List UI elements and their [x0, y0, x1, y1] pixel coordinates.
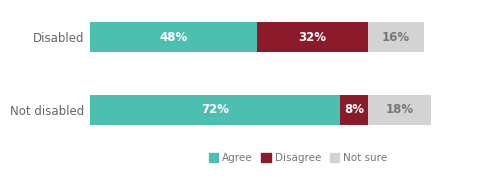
- Text: 32%: 32%: [298, 31, 326, 44]
- Text: 16%: 16%: [382, 31, 410, 44]
- Bar: [340, 95, 368, 125]
- Bar: [90, 95, 341, 125]
- Text: 18%: 18%: [386, 103, 413, 116]
- Text: 8%: 8%: [344, 103, 364, 116]
- Bar: [90, 22, 257, 53]
- Bar: [257, 22, 368, 53]
- Text: 48%: 48%: [160, 31, 188, 44]
- Text: 72%: 72%: [201, 103, 229, 116]
- Bar: [368, 95, 431, 125]
- Bar: [368, 22, 424, 53]
- Legend: Agree, Disagree, Not sure: Agree, Disagree, Not sure: [209, 153, 387, 163]
